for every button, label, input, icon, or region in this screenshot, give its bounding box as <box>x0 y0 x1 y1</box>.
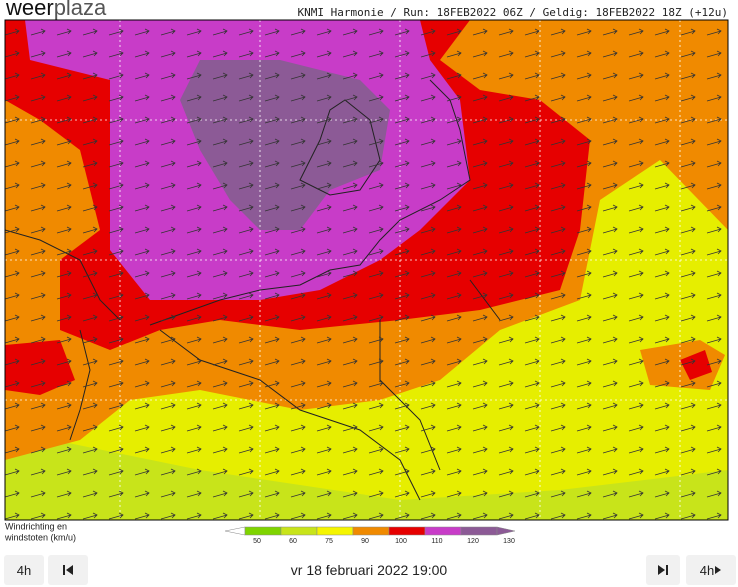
date-label: vr 18 februari 2022 19:00 <box>290 562 448 578</box>
step-forward-button[interactable]: 4h <box>686 555 736 585</box>
map-view: weerplaza KNMI Harmonie / Run: 18FEB2022… <box>4 0 729 545</box>
scale-tick-label: 100 <box>395 538 407 545</box>
scale-tick-label: 120 <box>467 538 479 545</box>
legend-label: Windrichting en <box>5 521 67 531</box>
step-back-button[interactable]: 4h <box>4 555 44 585</box>
color-scale <box>224 526 516 536</box>
scale-tick-label: 50 <box>253 538 261 545</box>
previous-button[interactable] <box>48 555 88 585</box>
scale-tick-label: 60 <box>289 538 297 545</box>
run-info: KNMI Harmonie / Run: 18FEB2022 06Z / Gel… <box>298 6 728 19</box>
scale-tick-label: 90 <box>361 538 369 545</box>
step-forward-label: 4h <box>699 562 715 578</box>
next-button[interactable] <box>646 555 680 585</box>
scale-tick-label: 130 <box>503 538 515 545</box>
play-icon <box>715 566 722 574</box>
wind-map <box>5 20 728 520</box>
logo: weerplaza <box>5 0 107 20</box>
scale-tick-label: 75 <box>325 538 333 545</box>
legend-label: windstoten (km/u) <box>4 532 76 542</box>
scale-tick-label: 110 <box>431 538 442 545</box>
